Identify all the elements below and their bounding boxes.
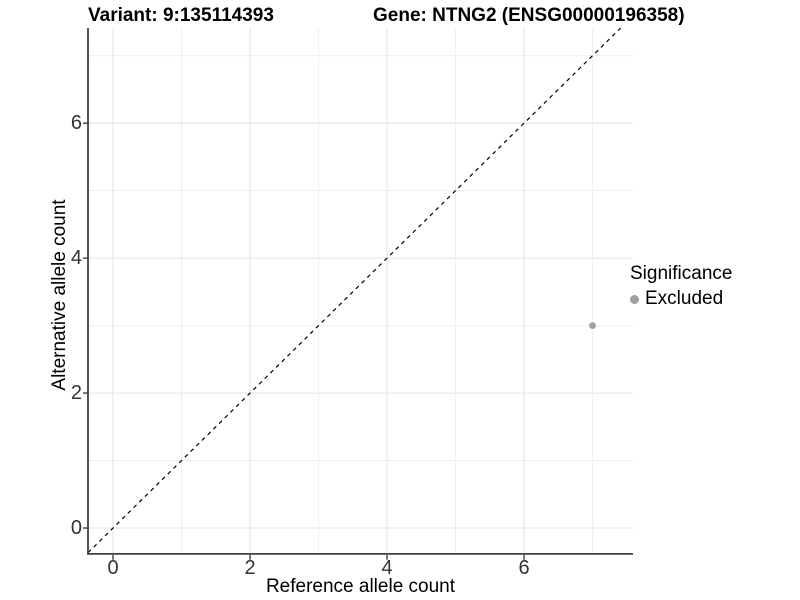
x-tick-label: 2	[244, 557, 256, 579]
legend: Significance Excluded	[630, 263, 732, 310]
y-axis-title-text: Alternative allele count	[49, 199, 70, 391]
data-point	[589, 322, 596, 329]
y-tick-label: 4	[70, 247, 82, 270]
x-tick-label: 6	[518, 557, 530, 579]
legend-title: Significance	[630, 263, 733, 284]
y-tick-label: 0	[70, 517, 82, 540]
excluded-point-icon	[630, 294, 639, 304]
legend-entry-label: Excluded	[645, 288, 724, 309]
plot-title-gene: Gene: NTNG2 (ENSG00000196358)	[373, 5, 685, 26]
legend-entry-excluded: Excluded	[630, 288, 732, 310]
y-tick-label: 6	[70, 112, 82, 135]
plot-panel-canvas	[83, 28, 633, 560]
plot-title-variant: Variant: 9:135114393	[88, 5, 274, 26]
y-tick-label: 2	[70, 382, 82, 405]
x-axis-title: Reference allele count	[265, 576, 456, 597]
x-tick-label: 4	[381, 557, 393, 579]
x-tick-label: 0	[107, 557, 119, 579]
identity-line	[87, 28, 622, 554]
